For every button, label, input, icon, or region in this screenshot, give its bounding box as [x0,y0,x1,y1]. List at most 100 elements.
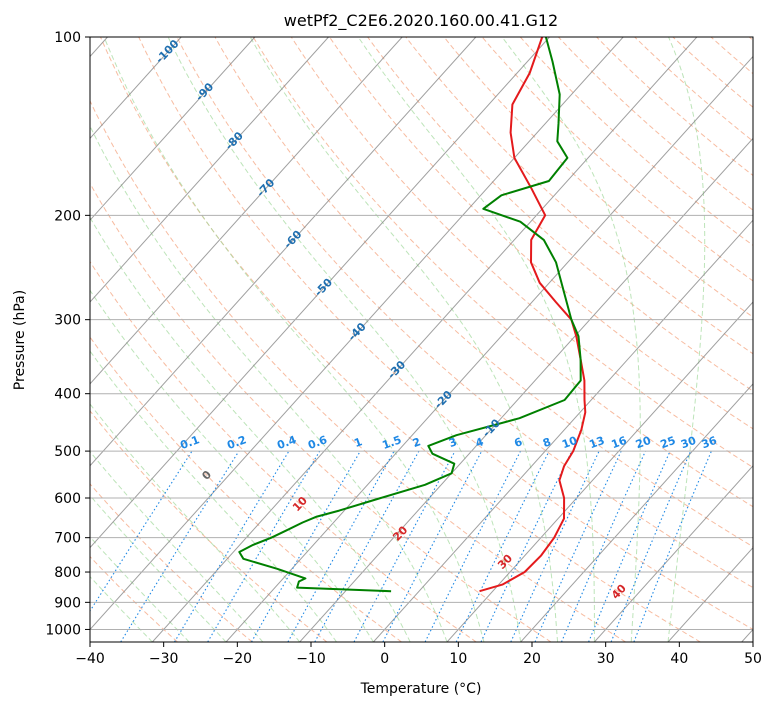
mixing-ratio-label: 13 [588,434,607,451]
x-tick-label: 50 [744,651,762,667]
y-tick-label: 400 [54,387,81,403]
mixing-ratio-label: 10 [560,434,579,452]
mixing-ratio-label: 20 [634,434,653,452]
y-axis-label: Pressure (hPa) [12,290,28,390]
dewpoint-profile-line [238,37,582,593]
dry-adiabat-line [90,182,552,642]
mixing-ratio-line [120,450,240,642]
moist-adiabat-line [357,37,595,642]
x-tick-label: 20 [523,651,541,667]
dry-adiabat-line [596,37,753,177]
y-tick-label: 700 [54,531,81,547]
mixing-ratio-line [534,450,622,642]
mixing-ratio-label: 8 [541,435,553,450]
mixing-ratio-line [90,450,193,613]
moist-adiabat-line [90,125,448,642]
y-tick-label: 900 [54,595,81,611]
mixing-ratio-line [510,450,600,642]
isotherm-line [90,37,624,631]
mixing-ratio-label: 36 [700,434,719,452]
moist-adiabat-line [90,450,264,642]
x-tick-label: 40 [670,651,688,667]
moist-adiabat-line [90,575,153,642]
dry-adiabat-line [290,37,753,469]
dry-adiabat-line [710,37,753,75]
isotherm-line [90,37,329,303]
mixing-ratio-line [207,450,321,642]
y-tick-label: 600 [54,491,81,507]
y-tick-label: 500 [54,444,81,460]
mixing-ratio-label: 0.4 [275,433,298,452]
isotherm-line [299,137,753,642]
isotherm-line [225,55,753,642]
mixing-ratio-line [424,450,521,642]
isotherm-line [151,37,698,642]
moist-adiabat-line [90,494,227,642]
mixing-ratio-label: 16 [610,434,629,452]
dry-adiabat-line [176,37,753,589]
isotherm-line [593,464,753,642]
dry-adiabat-line [138,37,753,630]
mixing-ratio-label: 0.1 [178,433,201,452]
moist-adiabat-line [90,536,190,642]
mixing-ratio-label: 6 [513,435,525,450]
x-tick-label: −10 [296,651,326,667]
isotherm-line [90,37,403,385]
dry-adiabat-line [634,37,753,142]
mixing-ratio-line [382,450,483,642]
mixing-ratio-label: 0.6 [306,433,329,452]
isotherm-line [90,37,256,221]
dry-adiabat-label: 20 [390,523,410,543]
y-tick-label: 100 [54,30,81,46]
mixing-ratio-label: 4 [474,435,486,450]
moist-adiabat-line [167,37,522,642]
x-tick-label: 10 [449,651,467,667]
mixing-ratio-line [588,450,671,642]
mixing-ratio-line [251,450,361,642]
moist-adiabat-line [90,289,374,642]
isotherm-line [90,37,550,549]
mixing-ratio-label: 0.2 [225,433,248,452]
mixing-ratio-line [174,450,290,642]
mixing-ratio-line [455,450,550,642]
moist-adiabat-line [90,350,337,642]
moist-adiabat-line [90,403,301,642]
moist-adiabat-line [667,37,706,642]
dry-adiabat-line [481,37,753,282]
dry-adiabat-line [90,483,253,642]
y-tick-label: 1000 [45,622,81,638]
mixing-ratio-label: 3 [447,435,459,450]
dry-adiabat-line [214,37,753,548]
mixing-ratio-label: 2 [411,435,423,450]
x-axis-label: Temperature (°C) [360,681,482,697]
isotherm-line [520,383,753,642]
isotherm-line [446,301,753,642]
mixing-ratio-label: 30 [679,434,698,452]
temperature-profile-line [479,37,587,593]
y-tick-label: 800 [54,565,81,581]
isotherm-line [372,219,753,642]
isotherm-line [90,37,477,467]
dry-adiabat-line [90,99,626,642]
dry-adiabat-line [558,37,753,211]
x-tick-label: −40 [75,651,105,667]
isotherm-line [741,628,753,642]
mixing-ratio-label: 1 [352,435,364,450]
mixing-ratio-label: 1.5 [381,433,404,452]
y-tick-label: 200 [54,208,81,224]
moist-adiabat-line [501,37,641,642]
chart-title: wetPf2_C2E6.2020.160.00.41.G12 [284,11,558,31]
moist-adiabat-line [249,37,558,642]
dry-adiabat-line [90,260,477,642]
profile-lines [238,37,587,593]
dry-adiabat-line [405,37,753,355]
plot-frame [89,36,754,643]
axis-ticks: −40 −30 −20 −10 0 10 20 30 40 5010020030040050060… [45,30,762,667]
dry-adiabat-line [329,37,753,430]
mixing-ratio-line [633,450,712,642]
mixing-ratio-line [353,450,456,642]
x-tick-label: 30 [597,651,615,667]
mixing-ratio-label: 25 [659,434,678,451]
x-tick-label: −20 [223,651,253,667]
